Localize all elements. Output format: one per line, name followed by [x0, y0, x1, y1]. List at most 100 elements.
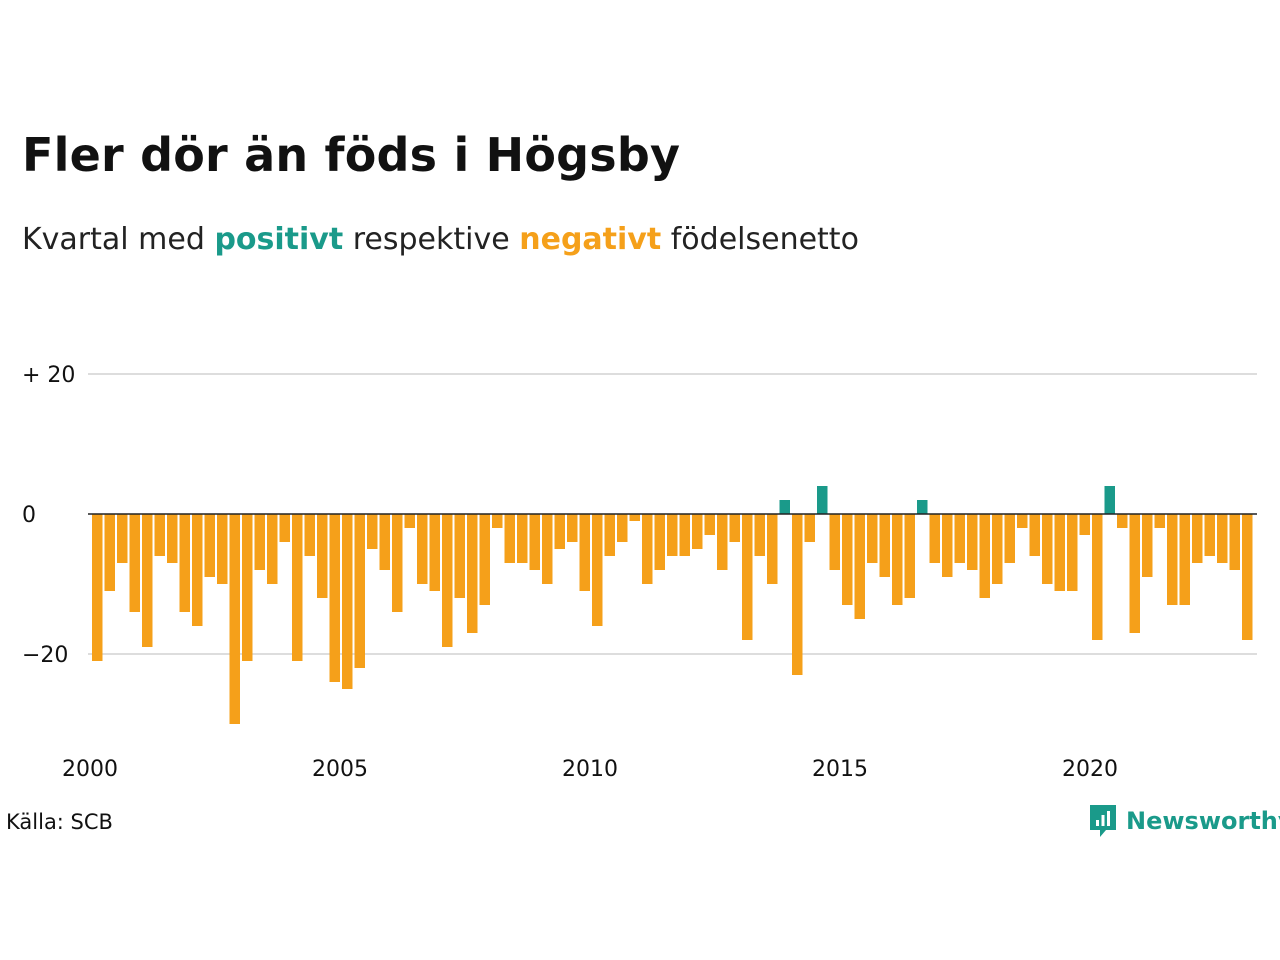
- bar-negative: [292, 514, 303, 661]
- bar-negative: [704, 514, 715, 535]
- bar-positive: [779, 500, 790, 514]
- bar-negative: [729, 514, 740, 542]
- bar-negative: [404, 514, 415, 528]
- bar-negative: [592, 514, 603, 626]
- x-tick-label: 2020: [1062, 757, 1118, 782]
- bar-negative: [1067, 514, 1078, 591]
- bar-negative: [829, 514, 840, 570]
- bar-negative: [1142, 514, 1153, 577]
- subtitle-negative-word: negativt: [519, 222, 662, 257]
- bar-negative: [429, 514, 440, 591]
- bar-negative: [554, 514, 565, 549]
- bar-negative: [604, 514, 615, 556]
- bar-negative: [1042, 514, 1053, 584]
- bar-negative: [129, 514, 140, 612]
- bar-negative: [542, 514, 553, 584]
- x-tick-label: 2015: [812, 757, 868, 782]
- bar-positive: [1104, 486, 1115, 514]
- bar-negative: [204, 514, 215, 577]
- subtitle-suffix: födelsenetto: [670, 222, 859, 257]
- bar-negative: [579, 514, 590, 591]
- x-tick-label: 2000: [62, 757, 118, 782]
- chart-title: Fler dör än föds i Högsby: [22, 128, 681, 182]
- bar-negative: [329, 514, 340, 682]
- bar-negative: [254, 514, 265, 570]
- bar-negative: [667, 514, 678, 556]
- bar-negative: [304, 514, 315, 556]
- bar-negative: [1129, 514, 1140, 633]
- birth-net-bar-chart: + 20 0 −20 2000 2005 2010 2015 2020: [22, 363, 1257, 782]
- bar-negative: [417, 514, 428, 584]
- bar-negative: [992, 514, 1003, 584]
- bar-negative: [642, 514, 653, 584]
- bar-negative: [467, 514, 478, 633]
- subtitle-positive-word: positivt: [214, 222, 344, 257]
- bar-negative: [867, 514, 878, 563]
- bar-negative: [192, 514, 203, 626]
- bar-negative: [904, 514, 915, 598]
- bar-negative: [517, 514, 528, 563]
- bar-negative: [854, 514, 865, 619]
- y-tick-label: + 20: [22, 363, 75, 388]
- bar-positive: [817, 486, 828, 514]
- bar-negative: [1242, 514, 1253, 640]
- x-tick-label: 2010: [562, 757, 618, 782]
- bar-negative: [767, 514, 778, 584]
- bar-negative: [567, 514, 578, 542]
- bar-negative: [229, 514, 240, 724]
- bar-negative: [1054, 514, 1065, 591]
- bar-negative: [117, 514, 128, 563]
- bar-negative: [1217, 514, 1228, 563]
- bar-negative: [392, 514, 403, 612]
- bar-negative: [179, 514, 190, 612]
- bar-negative: [267, 514, 278, 584]
- bar-negative: [1179, 514, 1190, 605]
- bar-negative: [654, 514, 665, 570]
- bar-negative: [442, 514, 453, 647]
- bar-negative: [679, 514, 690, 556]
- bar-negative: [154, 514, 165, 556]
- bar-negative: [1204, 514, 1215, 556]
- bar-positive: [917, 500, 928, 514]
- bar-negative: [142, 514, 153, 647]
- bar-negative: [892, 514, 903, 605]
- x-tick-label: 2005: [312, 757, 368, 782]
- bar-negative: [954, 514, 965, 563]
- bar-negative: [742, 514, 753, 640]
- bar-negative: [1079, 514, 1090, 535]
- bar-negative: [1229, 514, 1240, 570]
- bar-negative: [942, 514, 953, 577]
- bar-negative: [379, 514, 390, 570]
- bar-negative: [1029, 514, 1040, 556]
- bar-negative: [1017, 514, 1028, 528]
- bar-negative: [842, 514, 853, 605]
- bar-negative: [1117, 514, 1128, 528]
- bar-negative: [754, 514, 765, 556]
- bar-negative: [804, 514, 815, 542]
- bar-negative: [1167, 514, 1178, 605]
- bar-negative: [617, 514, 628, 542]
- bar-negative: [504, 514, 515, 563]
- bar-negative: [1092, 514, 1103, 640]
- bar-negative: [929, 514, 940, 563]
- bar-negative: [717, 514, 728, 570]
- bar-negative: [1154, 514, 1165, 528]
- bar-negative: [692, 514, 703, 549]
- bar-negative: [454, 514, 465, 598]
- subtitle-prefix: Kvartal med: [22, 222, 205, 257]
- bar-negative: [967, 514, 978, 570]
- bar-negative: [479, 514, 490, 605]
- bar-negative: [217, 514, 228, 584]
- bar-negative: [354, 514, 365, 668]
- chart-subtitle: Kvartal med positivt respektive negativt…: [22, 222, 859, 257]
- bar-negative: [792, 514, 803, 675]
- bar-negative: [629, 514, 640, 521]
- bar-negative: [104, 514, 115, 591]
- newsworthy-logo-icon: [1090, 805, 1116, 837]
- bar-negative: [367, 514, 378, 549]
- newsworthy-logo-text: Newsworthy: [1126, 807, 1280, 835]
- bar-negative: [317, 514, 328, 598]
- newsworthy-logo: Newsworthy: [1088, 803, 1280, 839]
- bar-negative: [279, 514, 290, 542]
- bar-negative: [342, 514, 353, 689]
